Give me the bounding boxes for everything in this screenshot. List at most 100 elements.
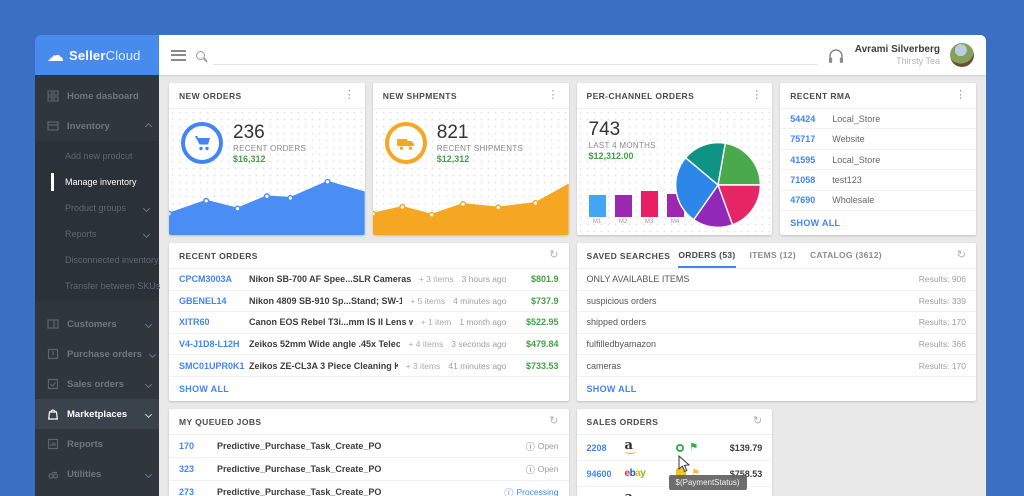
subitem-transfer-between-skus[interactable]: Transfer between SKUs: [65, 281, 161, 291]
saved-searches-card: SAVED SEARCHES ORDERS (53) ITEMS (12) CA…: [576, 243, 976, 401]
per-channel-orders-card: PER-CHANNEL ORDERS ⋮ 743 LAST 4 MONTHS $…: [576, 83, 773, 235]
rma-id-link[interactable]: 75717: [790, 134, 816, 145]
sidebar-item-utilities[interactable]: Utilities: [35, 459, 159, 489]
job-id-link[interactable]: 273: [179, 487, 195, 496]
mini-bar: M3: [640, 191, 658, 225]
saved-searches-tabs: ORDERS (53) ITEMS (12) CATALOG (3612): [678, 243, 882, 268]
job-id-link[interactable]: 170: [179, 441, 195, 451]
saved-search-row[interactable]: suspicious orders Results: 339: [576, 291, 976, 313]
kebab-menu-icon[interactable]: ⋮: [547, 89, 559, 101]
kebab-menu-icon[interactable]: ⋮: [343, 89, 355, 101]
per-channel-pie-chart: [672, 139, 764, 231]
rma-id-link[interactable]: 71058: [790, 174, 816, 185]
sidebar-item-inventory[interactable]: Inventory: [35, 111, 159, 141]
info-icon: ⓘ: [525, 441, 535, 452]
show-all-link[interactable]: SHOW ALL: [179, 383, 230, 394]
avatar[interactable]: [950, 43, 974, 67]
subitem-add-new-product[interactable]: Add new prodcut: [65, 151, 133, 161]
new-orders-amount: $16,312: [233, 154, 266, 164]
subitem-product-groups[interactable]: Product groups: [35, 195, 159, 221]
refresh-icon[interactable]: ↻: [549, 415, 559, 427]
sidebar: ☁ SellerCloud Home dasboard Inventory Ad…: [35, 35, 161, 496]
chevron-down-icon: [142, 230, 151, 238]
order-id-link[interactable]: SMC01UPR0K1: [179, 360, 245, 371]
user-names: Avrami Silverberg Thirsty Tea: [855, 43, 940, 68]
saved-search-row[interactable]: fulfilledbyamazon Results: 366: [576, 334, 976, 356]
saved-search-row[interactable]: cameras Results: 170: [576, 355, 976, 377]
sales-order-id-link[interactable]: 2208: [586, 442, 607, 453]
kebab-menu-icon[interactable]: ⋮: [751, 89, 763, 101]
refresh-icon[interactable]: ↻: [549, 249, 559, 261]
rma-id-link[interactable]: 41595: [790, 154, 816, 165]
cloud-logo-icon: ☁: [47, 45, 64, 65]
search-bar: [196, 45, 817, 65]
amazon-logo: a: [625, 491, 671, 496]
card-title: MY QUEUED JOBS: [179, 416, 262, 427]
sidebar-item-purchase-orders[interactable]: Purchase orders: [35, 339, 159, 369]
saved-search-row[interactable]: ONLY AVAILABLE ITEMS Results: 906: [576, 269, 976, 291]
card-title: NEW ORDERS: [179, 90, 242, 101]
user-menu[interactable]: Avrami Silverberg Thirsty Tea: [855, 43, 974, 68]
card-title: RECENT ORDERS: [179, 250, 258, 261]
new-orders-area-chart: [169, 179, 365, 235]
new-orders-card: NEW ORDERS ⋮ 236 RECENT ORDERS $16,312: [169, 83, 365, 235]
saved-search-row[interactable]: shipped orders Results: 170: [576, 312, 976, 334]
subitem-disconnected-inventory[interactable]: Disconnected inventory: [65, 255, 159, 265]
refresh-icon[interactable]: ↻: [956, 249, 966, 261]
chevron-down-icon: [144, 470, 153, 478]
kebab-menu-icon[interactable]: ⋮: [955, 89, 966, 101]
tab-items[interactable]: ITEMS (12): [749, 249, 796, 260]
sidebar-item-marketplaces[interactable]: Marketplaces: [35, 399, 159, 429]
order-id-link[interactable]: CPCM3003A: [179, 274, 233, 285]
payment-status-tooltip: $(PaymentStatus): [668, 475, 747, 490]
new-shipments-area-chart: [372, 179, 569, 235]
sidebar-item-label: Inventory: [67, 120, 110, 132]
cart-icon: [181, 122, 223, 164]
search-icon: [196, 50, 205, 60]
job-id-link[interactable]: 323: [179, 464, 195, 474]
tab-catalog[interactable]: CATALOG (3612): [809, 249, 882, 260]
order-id-link[interactable]: GBENEL14: [179, 295, 227, 306]
dashboard-grid: NEW ORDERS ⋮ 236 RECENT ORDERS $16,312: [159, 75, 986, 496]
new-shipments-amount: $12,312: [436, 154, 470, 164]
refresh-icon[interactable]: ↻: [753, 415, 763, 427]
rma-row: 47690 Wholesale: [780, 191, 976, 212]
new-orders-label: RECENT ORDERS: [233, 144, 307, 153]
flag-icon: ⚑: [689, 441, 699, 453]
subitem-manage-inventory[interactable]: Manage inventory: [35, 169, 159, 195]
sidebar-item-sales-orders[interactable]: Sales orders: [35, 369, 159, 399]
info-icon: ⓘ: [525, 464, 535, 475]
tab-orders[interactable]: ORDERS (53): [678, 243, 736, 268]
rma-id-link[interactable]: 54424: [790, 113, 816, 124]
order-row: SMC01UPR0K1 Zeikos ZE-CL3A 3 Piece Cleani…: [169, 355, 569, 377]
sidebar-item-customers[interactable]: Customers: [35, 309, 159, 339]
rma-row: 41595 Local_Store: [780, 150, 976, 171]
sales-order-id-link[interactable]: 94600: [586, 468, 612, 479]
per-channel-value: 743: [588, 119, 621, 140]
per-channel-label: LAST 4 MONTHS: [588, 141, 656, 150]
sales-order-id-link[interactable]: 88716: [587, 495, 619, 496]
order-id-link[interactable]: XITR60: [179, 317, 210, 328]
order-status-icons[interactable]: ⚑: [676, 468, 712, 479]
headphones-icon[interactable]: [827, 47, 845, 64]
card-title: SAVED SEARCHES: [586, 250, 671, 261]
sidebar-item-reports[interactable]: Reports: [35, 429, 159, 459]
subitem-reports[interactable]: Reports: [35, 221, 159, 247]
rma-id-link[interactable]: 47690: [790, 195, 816, 206]
chevron-down-icon: [144, 320, 153, 328]
payment-status-icon[interactable]: [676, 468, 687, 479]
order-status-icons: ⚑: [676, 441, 712, 453]
show-all-link[interactable]: SHOW ALL: [790, 218, 841, 229]
order-id-link[interactable]: V4-J1D8-L12H: [179, 339, 240, 350]
new-shipments-label: RECENT SHIPMENTS: [436, 144, 524, 153]
logo[interactable]: ☁ SellerCloud: [35, 35, 159, 75]
purchase-orders-icon: [47, 348, 59, 360]
sidebar-item-home-dashboard[interactable]: Home dasboard: [35, 81, 159, 111]
order-row: XITR60 Canon EOS Rebel T3i...mm IS II Len…: [169, 312, 569, 334]
job-row: 273 Predictive_Purchase_Task_Create_PO ⓘ Pr…: [169, 481, 569, 496]
chevron-up-icon: [144, 122, 153, 130]
show-all-link[interactable]: SHOW ALL: [586, 383, 637, 394]
menu-toggle-icon[interactable]: [171, 47, 186, 63]
search-input[interactable]: [213, 45, 817, 65]
